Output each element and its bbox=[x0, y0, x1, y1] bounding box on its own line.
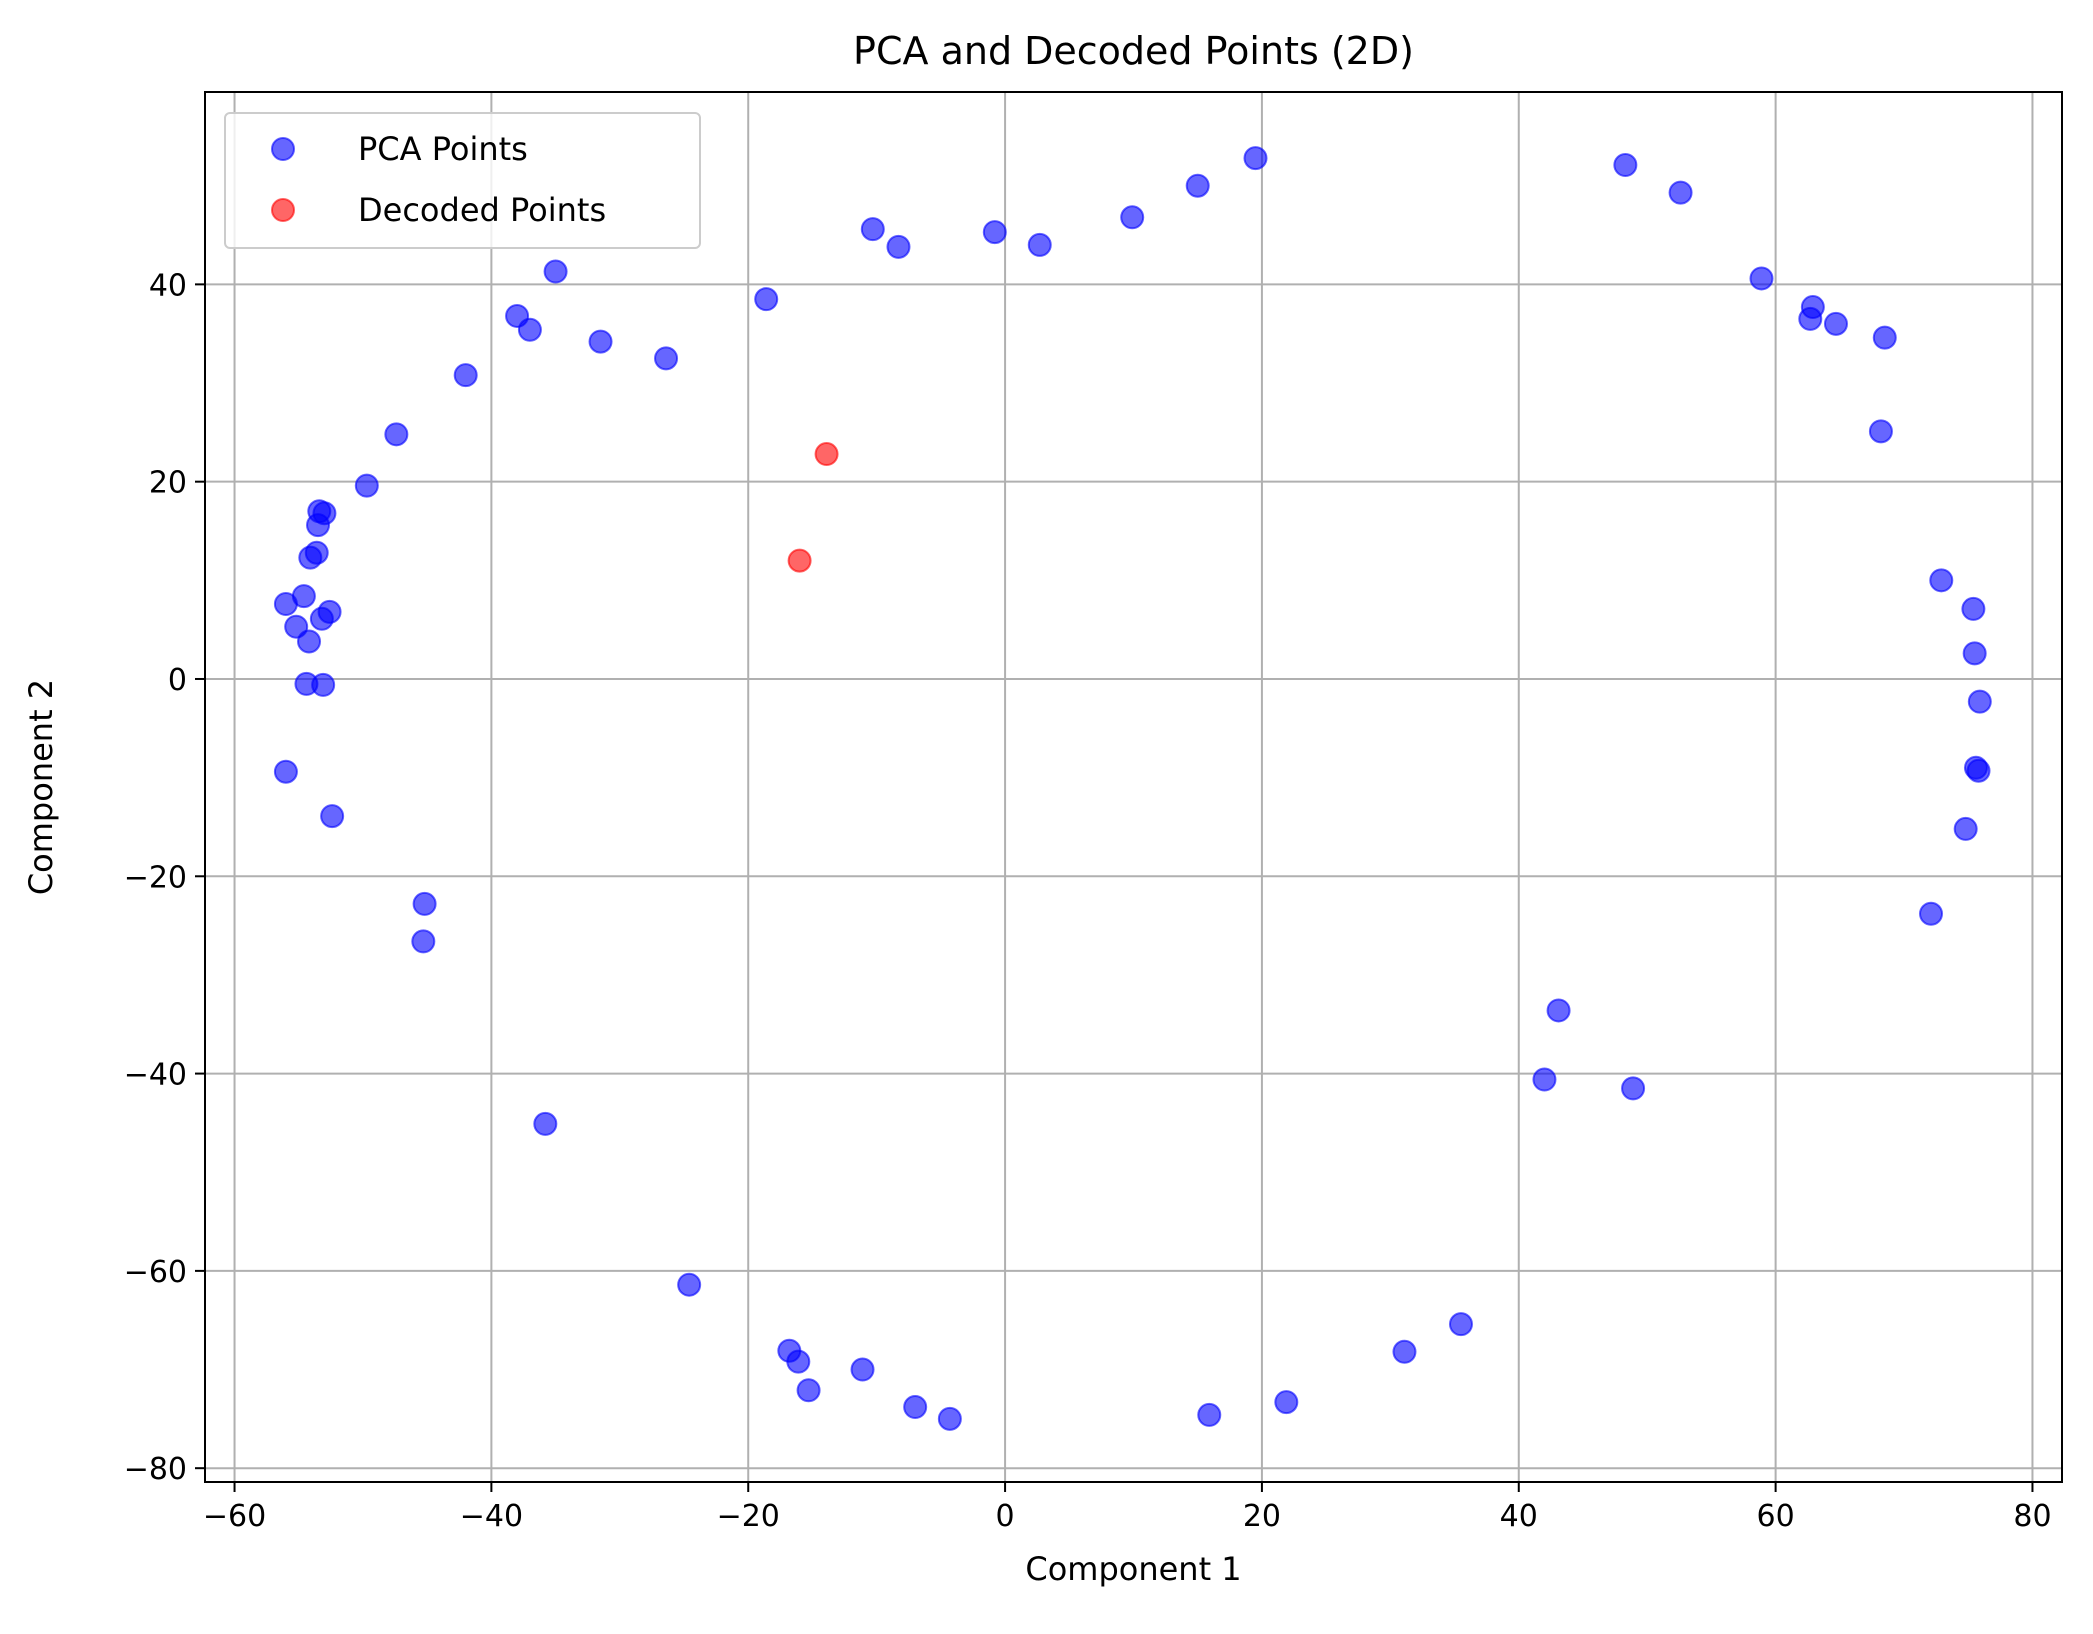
pca-point bbox=[1749, 266, 1774, 291]
y-tick-label: 20 bbox=[149, 466, 187, 501]
y-axis-label: Component 2 bbox=[22, 679, 60, 895]
pca-point bbox=[297, 629, 322, 654]
pca-point bbox=[796, 1378, 821, 1403]
pca-point bbox=[1929, 568, 1954, 593]
pca-point bbox=[533, 1111, 558, 1136]
pca-point bbox=[1668, 180, 1693, 205]
decoded-point bbox=[814, 442, 839, 467]
pca-point bbox=[850, 1357, 875, 1382]
pca-point bbox=[311, 672, 336, 697]
pca-point bbox=[505, 303, 530, 328]
pca-point bbox=[654, 346, 679, 371]
pca-point bbox=[754, 287, 779, 312]
x-tick-label: −60 bbox=[203, 1499, 266, 1534]
pca-point bbox=[1919, 901, 1944, 926]
pca-point bbox=[1392, 1339, 1417, 1364]
y-tick-label: −20 bbox=[124, 860, 187, 895]
pca-point bbox=[1800, 295, 1825, 320]
pca-point bbox=[453, 363, 478, 388]
pca-point bbox=[354, 473, 379, 498]
pca-point bbox=[1962, 641, 1987, 666]
x-tick-label: 20 bbox=[1243, 1499, 1281, 1534]
pca-point bbox=[1027, 232, 1052, 257]
x-tick-label: 0 bbox=[996, 1499, 1015, 1534]
pca-point bbox=[588, 329, 613, 354]
pca-point bbox=[298, 545, 323, 570]
pca-point bbox=[543, 259, 568, 284]
x-tick-label: 80 bbox=[2013, 1499, 2051, 1534]
pca-point bbox=[412, 891, 437, 916]
pca-point bbox=[982, 220, 1007, 245]
y-tick-label: 0 bbox=[168, 663, 187, 698]
pca-point bbox=[1274, 1390, 1299, 1415]
legend-box bbox=[224, 112, 701, 249]
x-tick-label: 60 bbox=[1757, 1499, 1795, 1534]
pca-point bbox=[1967, 689, 1992, 714]
pca-point bbox=[903, 1395, 928, 1420]
legend-marker-pca-points bbox=[271, 137, 295, 161]
pca-point bbox=[411, 929, 436, 954]
decoded-point bbox=[787, 548, 812, 573]
pca-point bbox=[786, 1349, 811, 1374]
pca-point bbox=[1243, 146, 1268, 171]
pca-point bbox=[273, 759, 298, 784]
y-tick-label: −60 bbox=[124, 1255, 187, 1290]
y-tick-label: 40 bbox=[149, 268, 187, 303]
pca-point bbox=[306, 513, 331, 538]
pca-point bbox=[1953, 816, 1978, 841]
x-tick-label: −20 bbox=[717, 1499, 780, 1534]
legend-marker-decoded-points bbox=[271, 198, 295, 222]
pca-point bbox=[1613, 153, 1638, 178]
legend-label-decoded-points: Decoded Points bbox=[358, 191, 606, 229]
pca-point bbox=[1546, 998, 1571, 1023]
pca-point bbox=[309, 606, 334, 631]
pca-point bbox=[1621, 1076, 1646, 1101]
axis-ticks: −60 −40 −20 0 20 40 60 80 −80 −60 −40 −20 0 20 40 bbox=[124, 268, 2052, 1534]
plot-frame bbox=[204, 91, 2063, 1483]
pca-point bbox=[1961, 596, 1986, 621]
pca-point bbox=[320, 804, 345, 829]
pca-point bbox=[1448, 1312, 1473, 1337]
pca-point bbox=[1197, 1402, 1222, 1427]
y-tick-label: −80 bbox=[124, 1452, 187, 1487]
pca-point bbox=[1823, 311, 1848, 336]
pca-point bbox=[886, 234, 911, 259]
pca-point bbox=[1966, 758, 1991, 783]
pca-point bbox=[1532, 1067, 1557, 1092]
pca-point bbox=[937, 1406, 962, 1431]
pca-point bbox=[273, 592, 298, 617]
pca-point bbox=[1868, 419, 1893, 444]
chart-title: PCA and Decoded Points (2D) bbox=[853, 29, 1414, 73]
pca-point bbox=[860, 217, 885, 242]
legend-label-pca-points: PCA Points bbox=[358, 130, 528, 168]
legend: PCA Points Decoded Points bbox=[224, 112, 701, 249]
y-tick-label: −40 bbox=[124, 1058, 187, 1093]
pca-point bbox=[384, 422, 409, 447]
x-tick-label: −40 bbox=[460, 1499, 523, 1534]
pca-point bbox=[1872, 325, 1897, 350]
x-axis-label: Component 1 bbox=[1025, 1550, 1241, 1588]
pca-point bbox=[677, 1272, 702, 1297]
x-tick-label: 40 bbox=[1500, 1499, 1538, 1534]
pca-point bbox=[1185, 173, 1210, 198]
grid bbox=[205, 92, 2062, 1482]
pca-point bbox=[1120, 205, 1145, 230]
data-points bbox=[273, 146, 1992, 1431]
